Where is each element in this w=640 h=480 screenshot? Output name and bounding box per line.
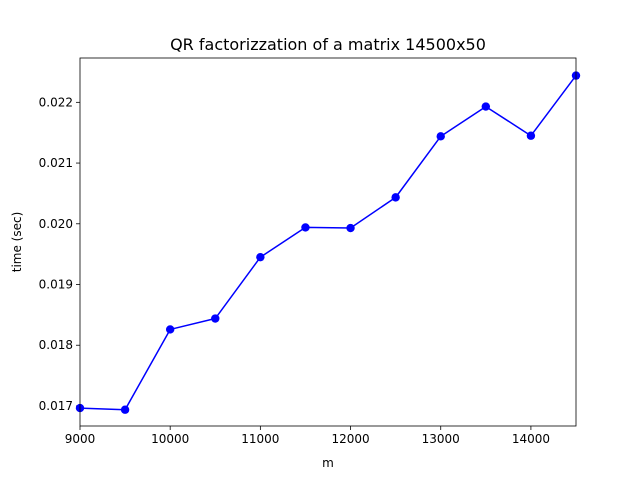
x-tick-label: 10000 xyxy=(151,432,189,446)
y-tick-label: 0.018 xyxy=(39,338,73,352)
plot-frame xyxy=(79,57,577,427)
y-tick-label: 0.020 xyxy=(39,217,73,231)
y-axis-label: time (sec) xyxy=(10,212,24,273)
data-point xyxy=(165,325,175,334)
x-tick-label: 14000 xyxy=(512,432,550,446)
data-point xyxy=(256,252,265,262)
y-tick-label: 0.022 xyxy=(39,95,73,109)
series-line xyxy=(79,75,577,411)
data-point xyxy=(346,223,355,233)
data-point xyxy=(211,314,220,323)
data-point xyxy=(301,223,310,232)
plot-area: 9000 10000 11000 12000 13000 14000 0.017 0.018 0… xyxy=(39,57,581,446)
data-point xyxy=(526,131,536,140)
y-tick-label: 0.021 xyxy=(39,156,73,170)
y-tick-label: 0.017 xyxy=(39,399,73,413)
x-tick-label: 9000 xyxy=(65,432,96,446)
chart-title: QR factorizzation of a matrix 14500x50 xyxy=(170,35,486,54)
data-point xyxy=(391,193,400,202)
y-tick-label: 0.019 xyxy=(39,278,73,292)
x-tick-label: 12000 xyxy=(331,432,369,446)
data-point xyxy=(481,102,491,111)
x-tick-label: 13000 xyxy=(422,432,460,446)
data-point xyxy=(436,132,445,141)
x-axis-label: m xyxy=(322,456,334,470)
x-tick-label: 11000 xyxy=(241,432,279,446)
data-point xyxy=(120,405,130,414)
